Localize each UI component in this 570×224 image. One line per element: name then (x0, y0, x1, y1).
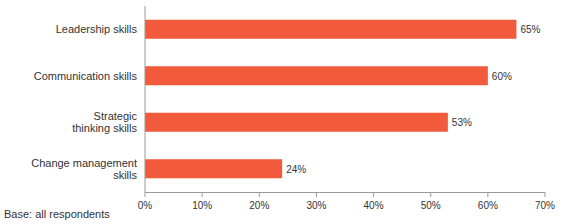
chart: 0% 10% 20% 30% 40% 50% 60% 70% Leadership skills… (0, 0, 570, 224)
category-label-line: Communication skills (34, 70, 138, 82)
x-tick-label: 50% (421, 200, 441, 211)
bar (145, 159, 282, 178)
x-tick-label: 60% (478, 200, 498, 211)
bars (145, 20, 516, 179)
x-tick (316, 192, 317, 197)
x-tick-label: 30% (306, 200, 326, 211)
x-tick (487, 192, 488, 197)
data-label: 60% (492, 71, 512, 82)
category-label-line: thinking skills (72, 122, 137, 134)
x-axis-line (145, 192, 545, 193)
bar (145, 66, 488, 85)
category-label: Communication skills (34, 70, 138, 82)
x-tick-label: 40% (364, 200, 384, 211)
x-tick (373, 192, 374, 197)
x-tick-label: 0% (138, 200, 153, 211)
x-tick (430, 192, 431, 197)
x-tick (202, 192, 203, 197)
x-tick (259, 192, 260, 197)
x-tick-label: 20% (249, 200, 269, 211)
y-axis-line (145, 6, 146, 192)
annotation: Base: all respondents (4, 208, 110, 220)
category-label-line: Strategic (94, 110, 138, 122)
bar (145, 113, 448, 132)
x-tick (145, 192, 146, 197)
category-label: Strategicthinking skills (72, 110, 137, 134)
category-label-line: Change management (31, 157, 137, 169)
bar (145, 20, 516, 39)
data-label: 65% (520, 24, 540, 35)
category-label: Change managementskills (31, 157, 137, 181)
x-tick-label: 10% (192, 200, 212, 211)
x-tick-label: 70% (535, 200, 555, 211)
data-label: 24% (286, 164, 306, 175)
x-tick (545, 192, 546, 197)
data-label: 53% (452, 117, 472, 128)
category-label-line: skills (113, 169, 137, 181)
category-label: Leadership skills (56, 23, 138, 35)
category-label-line: Leadership skills (56, 23, 138, 35)
